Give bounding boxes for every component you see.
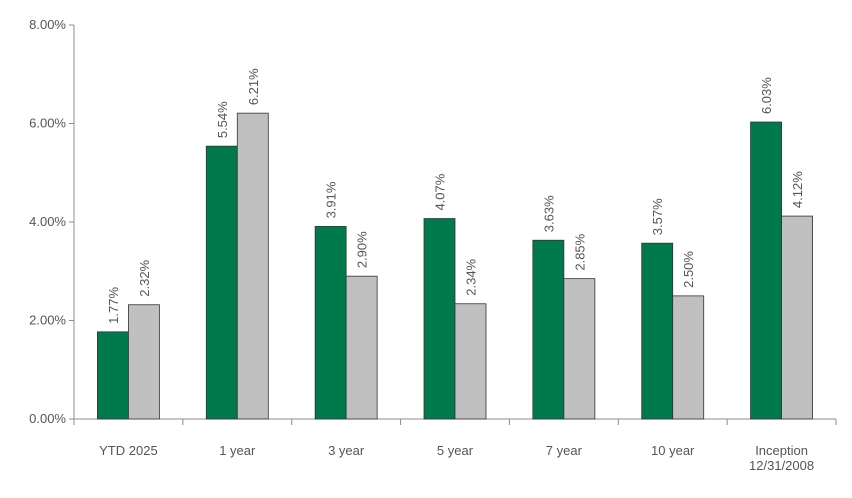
y-tick-label: 2.00%: [29, 313, 66, 328]
data-label-series-1: 3.57%: [650, 198, 665, 235]
axes-layer: 0.00% 2.00% 4.00% 6.00% 8.00% YTD 2025 1 year 3…: [29, 17, 837, 473]
data-label-series-2: 6.21%: [246, 68, 261, 105]
data-label-series-2: 2.50%: [681, 251, 696, 288]
x-category-label: 3 year: [328, 443, 365, 458]
bar-series-1: [205, 145, 238, 420]
y-tick-label: 0.00%: [29, 411, 66, 426]
data-label-series-1: 6.03%: [759, 77, 774, 114]
bar-series-1: [532, 239, 565, 420]
x-category-label: Inception 12/31/2008: [749, 443, 814, 473]
bar-series-2: [345, 275, 378, 420]
bar-series-2: [781, 215, 813, 420]
bar-series-2: [128, 304, 160, 420]
data-label-series-1: 4.07%: [433, 173, 448, 210]
bar-series-1: [314, 226, 347, 420]
bars-layer: [97, 112, 813, 420]
data-label-series-2: 2.34%: [464, 258, 479, 295]
data-label-series-1: 3.91%: [324, 181, 339, 218]
data-label-series-2: 2.90%: [355, 231, 370, 268]
bar-series-2: [454, 303, 487, 420]
bar-series-2: [672, 295, 705, 420]
bar-series-2: [236, 112, 269, 420]
x-category-label: 5 year: [437, 443, 474, 458]
x-category-label: YTD 2025: [99, 443, 158, 458]
data-label-series-1: 1.77%: [106, 287, 121, 324]
x-category-label: 10 year: [651, 443, 695, 458]
data-label-series-1: 5.54%: [215, 101, 230, 138]
data-label-series-2: 4.12%: [790, 171, 805, 208]
bar-series-1: [750, 121, 782, 420]
bar-series-2: [563, 278, 596, 420]
x-category-label: 7 year: [546, 443, 583, 458]
bar-series-1: [423, 218, 456, 420]
data-label-series-1: 3.63%: [541, 195, 556, 232]
bar-series-1: [641, 242, 674, 420]
y-tick-label: 8.00%: [29, 17, 66, 32]
x-category-label: 1 year: [219, 443, 256, 458]
y-tick-label: 4.00%: [29, 214, 66, 229]
bar-series-1: [97, 331, 129, 420]
y-tick-label: 6.00%: [29, 116, 66, 131]
data-labels-layer: 1.77% 2.32% 5.54% 6.21% 3.91% 2.90% 4.07% 2.34%…: [106, 68, 805, 324]
data-label-series-2: 2.85%: [572, 233, 587, 270]
data-label-series-2: 2.32%: [137, 259, 152, 296]
